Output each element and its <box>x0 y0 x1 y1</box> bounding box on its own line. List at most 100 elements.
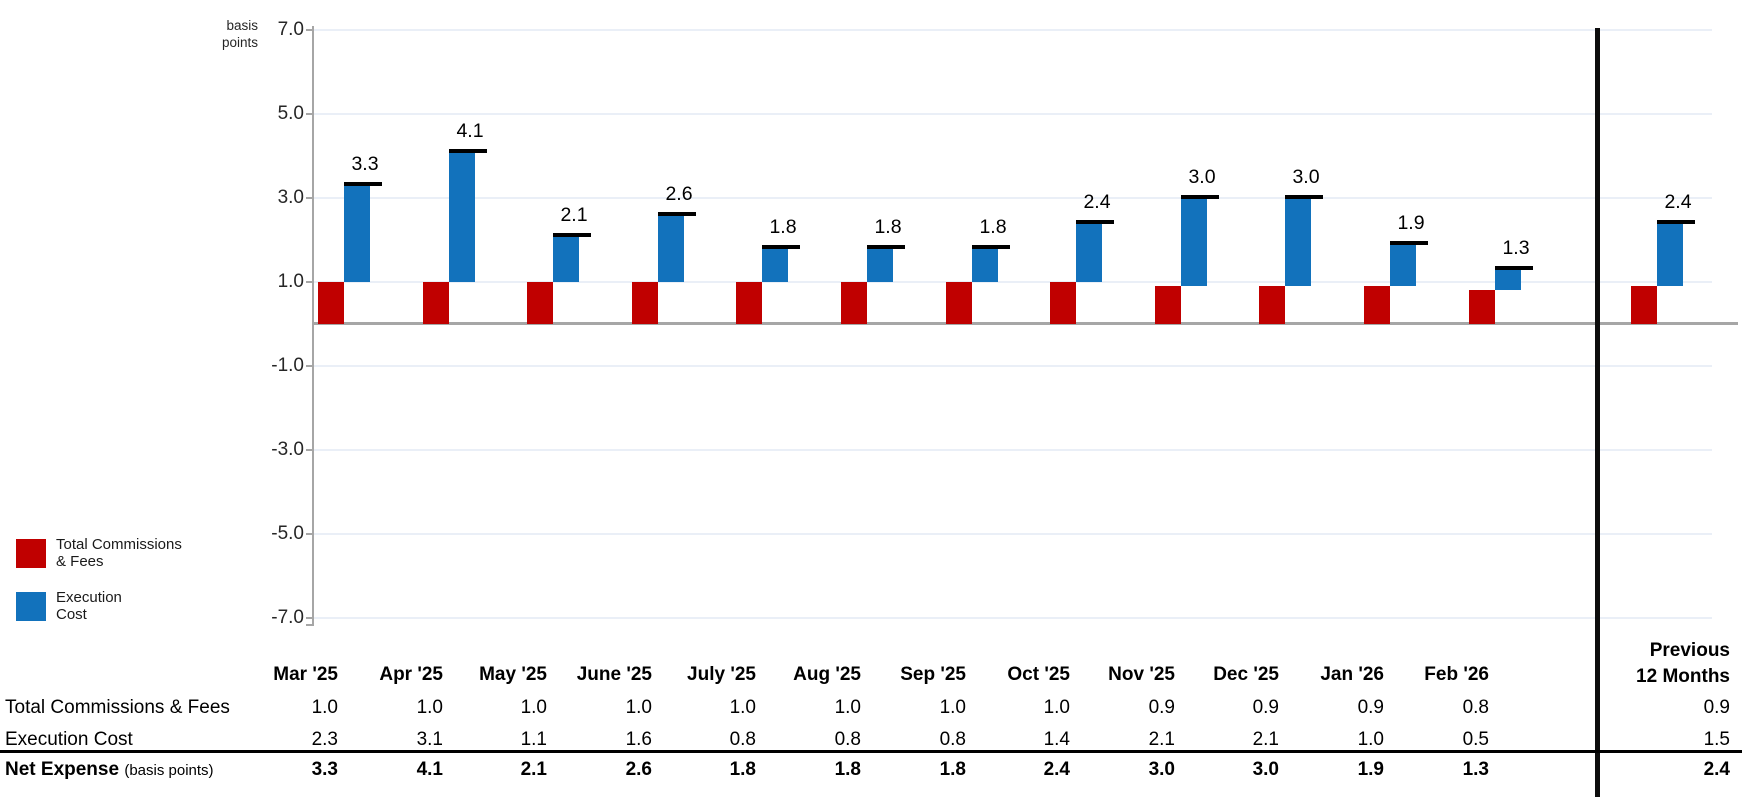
y-axis-tick <box>306 113 314 115</box>
y-axis-tick-label: -3.0 <box>271 439 304 460</box>
legend-label-line: Cost <box>56 606 87 623</box>
bar-total-cap <box>1181 195 1219 199</box>
bar-total-cap <box>1285 195 1323 199</box>
table-cell-prev: 1.5 <box>1703 729 1730 750</box>
y-axis-line <box>312 26 314 626</box>
table-cell: 1.4 <box>1043 729 1070 750</box>
bar-execution-cost <box>867 248 893 282</box>
bar-total-cap <box>1076 220 1114 225</box>
table-cell: 1.0 <box>625 697 652 718</box>
bar-total-cap <box>449 148 487 153</box>
table-cell: 3.1 <box>416 729 443 750</box>
gridline <box>314 197 1712 199</box>
prev-12-months-header-line2: 12 Months <box>1636 666 1730 687</box>
bar-execution-cost <box>972 248 998 282</box>
table-cell: 3.0 <box>1148 759 1175 780</box>
row-label-net-expense: Net Expense (basis points) <box>5 759 214 781</box>
y-axis-tick <box>306 281 314 283</box>
bar-execution-cost <box>1076 223 1102 282</box>
table-cell: 1.0 <box>729 697 756 718</box>
table-cell: 1.0 <box>416 697 443 718</box>
table-col-header: Aug '25 <box>793 664 861 685</box>
table-cell: 1.8 <box>834 759 861 780</box>
bar-total-cap <box>972 245 1010 250</box>
bar-total-label: 1.8 <box>769 216 797 239</box>
y-axis-unit-line1: basis <box>226 18 258 33</box>
table-cell-prev: 0.9 <box>1703 697 1730 718</box>
table-cell: 0.8 <box>939 729 966 750</box>
table-cell: 1.9 <box>1357 759 1384 780</box>
bar-execution-cost <box>553 235 579 282</box>
bar-total-label: 1.8 <box>874 216 902 239</box>
y-axis-tick <box>306 365 314 367</box>
bar-execution-cost <box>658 214 684 282</box>
bar-total-cap <box>1495 266 1533 271</box>
gridline <box>314 617 1712 619</box>
table-cell: 2.1 <box>1252 729 1279 750</box>
gridline <box>314 281 1712 283</box>
table-cell: 2.6 <box>625 759 652 780</box>
table-cell: 1.3 <box>1462 759 1489 780</box>
bar-total-cap <box>1657 220 1695 225</box>
bar-total-commissions <box>632 282 658 324</box>
table-col-header: Apr '25 <box>379 664 443 685</box>
bar-execution-cost <box>1495 269 1521 291</box>
y-axis-tick <box>306 197 314 199</box>
bar-total-cap <box>658 211 696 216</box>
bar-total-commissions <box>1050 282 1076 324</box>
legend-swatch-total-commissions <box>16 539 46 568</box>
table-cell: 3.3 <box>311 759 338 780</box>
legend-label-line: Total Commissions <box>56 536 182 553</box>
bar-total-commissions <box>1259 286 1285 324</box>
table-separator-line <box>0 750 1742 753</box>
table-cell-prev: 2.4 <box>1703 759 1730 780</box>
bar-total-commissions <box>1155 286 1181 324</box>
table-cell: 2.4 <box>1043 759 1070 780</box>
y-axis-tick-label: 7.0 <box>277 19 304 40</box>
table-col-header: Nov '25 <box>1108 664 1175 685</box>
bar-total-commissions <box>736 282 762 324</box>
bar-total-cap <box>553 232 591 237</box>
table-cell: 2.3 <box>311 729 338 750</box>
y-axis-tick-label: 1.0 <box>277 271 304 292</box>
y-axis-unit-line2: points <box>221 35 258 50</box>
bar-total-commissions <box>841 282 867 324</box>
bar-total-label: 3.0 <box>1188 166 1216 188</box>
y-axis-tick-label: 5.0 <box>277 103 304 124</box>
table-col-header: Feb '26 <box>1424 664 1489 685</box>
table-col-header: May '25 <box>479 664 547 685</box>
bar-total-label: 2.1 <box>560 203 588 226</box>
legend-label-line: & Fees <box>56 553 104 570</box>
table-cell: 2.1 <box>1148 729 1175 750</box>
bar-total-cap <box>762 245 800 250</box>
bar-total-label: 1.9 <box>1397 212 1425 235</box>
table-cell: 1.0 <box>311 697 338 718</box>
table-cell: 0.9 <box>1148 697 1175 718</box>
bar-execution-cost <box>1390 244 1416 287</box>
bar-total-commissions <box>1469 290 1495 324</box>
table-cell: 0.8 <box>729 729 756 750</box>
table-cell: 0.8 <box>834 729 861 750</box>
table-col-header: Sep '25 <box>900 664 966 685</box>
y-axis-tick-label: -5.0 <box>271 523 304 544</box>
bar-execution-cost <box>449 151 475 282</box>
prev-12-months-header-line1: Previous <box>1649 640 1730 661</box>
net-expense-label-main: Net Expense <box>5 759 120 780</box>
y-axis-tick-label: -7.0 <box>271 607 304 628</box>
bar-total-commissions <box>1631 286 1657 324</box>
table-col-header: Jan '26 <box>1320 664 1384 685</box>
y-axis-tick <box>306 624 314 626</box>
bar-total-commissions <box>1364 286 1390 324</box>
bar-execution-cost <box>762 248 788 282</box>
bar-total-commissions <box>946 282 972 324</box>
y-axis-tick <box>306 29 314 31</box>
table-cell: 0.9 <box>1357 697 1384 718</box>
y-axis-tick <box>306 533 314 535</box>
bar-execution-cost <box>1285 198 1311 287</box>
table-cell: 4.1 <box>416 759 443 780</box>
bar-execution-cost <box>1181 198 1207 287</box>
y-axis-tick-label: 3.0 <box>277 187 304 208</box>
bar-total-label: 2.4 <box>1083 191 1111 214</box>
table-col-header: July '25 <box>687 664 756 685</box>
